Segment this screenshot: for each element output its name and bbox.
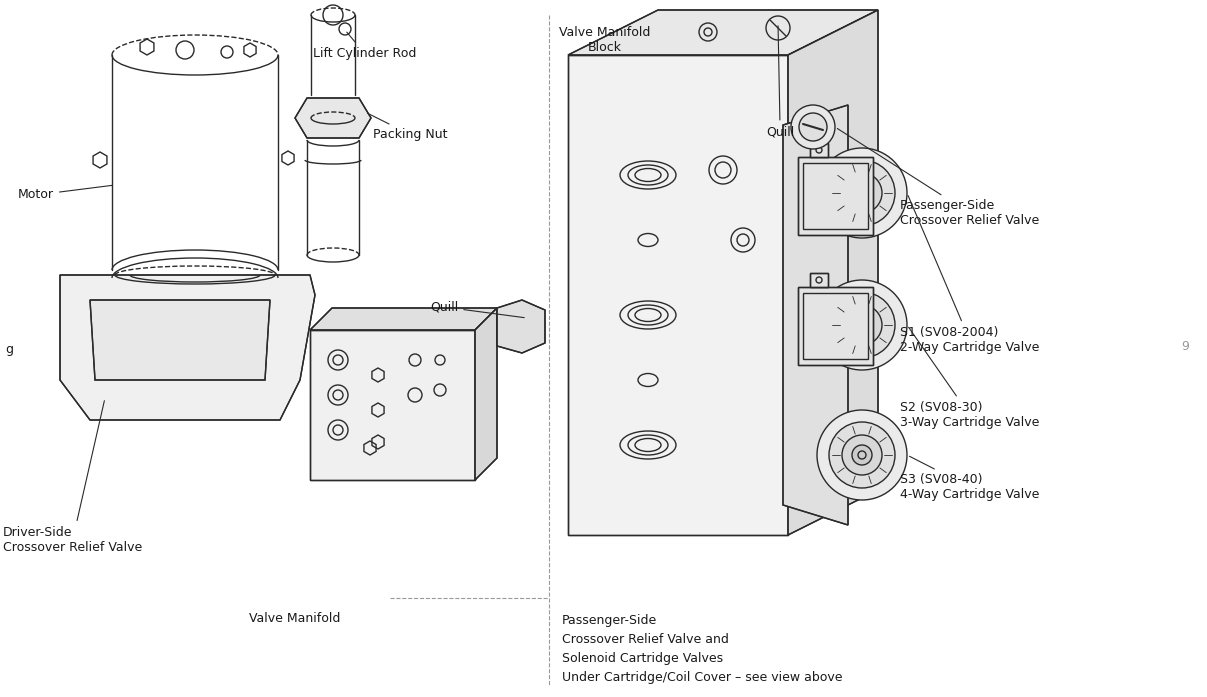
Circle shape bbox=[852, 315, 871, 335]
Text: Lift Cylinder Rod: Lift Cylinder Rod bbox=[313, 32, 416, 60]
Polygon shape bbox=[310, 308, 497, 330]
Polygon shape bbox=[295, 98, 371, 138]
Bar bbox=[568, 55, 788, 535]
Circle shape bbox=[852, 183, 871, 203]
Circle shape bbox=[852, 445, 871, 465]
Polygon shape bbox=[788, 10, 877, 535]
Circle shape bbox=[817, 280, 906, 370]
Text: Passenger-Side
Crossover Relief Valve and
Solenoid Cartridge Valves
Under Cartri: Passenger-Side Crossover Relief Valve an… bbox=[562, 614, 842, 684]
Circle shape bbox=[817, 148, 906, 238]
Circle shape bbox=[829, 422, 896, 488]
Bar bbox=[798, 287, 873, 365]
Polygon shape bbox=[568, 10, 877, 55]
Text: S3 (SV08-40)
4-Way Cartridge Valve: S3 (SV08-40) 4-Way Cartridge Valve bbox=[900, 457, 1039, 501]
Text: Quill: Quill bbox=[430, 300, 524, 318]
Text: Valve Manifold
Block: Valve Manifold Block bbox=[559, 26, 651, 54]
Text: Motor: Motor bbox=[18, 185, 112, 201]
Text: S1 (SV08-2004)
2-Way Cartridge Valve: S1 (SV08-2004) 2-Way Cartridge Valve bbox=[900, 196, 1039, 354]
Text: g: g bbox=[5, 344, 13, 356]
Text: S2 (SV08-30)
3-Way Cartridge Valve: S2 (SV08-30) 3-Way Cartridge Valve bbox=[900, 328, 1039, 429]
Polygon shape bbox=[497, 300, 546, 353]
Bar bbox=[568, 55, 788, 535]
Circle shape bbox=[817, 410, 906, 500]
Bar bbox=[310, 330, 476, 480]
Text: Packing Nut: Packing Nut bbox=[367, 113, 448, 141]
Polygon shape bbox=[783, 105, 849, 525]
Text: Valve Manifold: Valve Manifold bbox=[250, 611, 340, 625]
Polygon shape bbox=[91, 300, 270, 380]
Text: Driver-Side
Crossover Relief Valve: Driver-Side Crossover Relief Valve bbox=[2, 401, 142, 554]
Circle shape bbox=[842, 305, 882, 345]
Circle shape bbox=[791, 105, 835, 149]
Bar bbox=[810, 273, 828, 287]
Bar bbox=[798, 287, 873, 365]
Bar bbox=[803, 163, 868, 229]
Bar bbox=[810, 273, 828, 287]
Circle shape bbox=[842, 173, 882, 213]
Text: 9: 9 bbox=[1182, 341, 1189, 353]
Bar bbox=[798, 157, 873, 235]
Polygon shape bbox=[476, 308, 497, 480]
Circle shape bbox=[829, 160, 896, 226]
Text: Passenger-Side
Crossover Relief Valve: Passenger-Side Crossover Relief Valve bbox=[838, 128, 1039, 227]
Circle shape bbox=[799, 113, 827, 141]
Bar bbox=[810, 143, 828, 157]
Bar bbox=[803, 293, 868, 359]
Circle shape bbox=[829, 292, 896, 358]
Polygon shape bbox=[60, 275, 315, 420]
Bar bbox=[810, 143, 828, 157]
Circle shape bbox=[842, 435, 882, 475]
Bar bbox=[310, 330, 476, 480]
Text: Quill: Quill bbox=[766, 26, 794, 139]
Bar bbox=[798, 157, 873, 235]
